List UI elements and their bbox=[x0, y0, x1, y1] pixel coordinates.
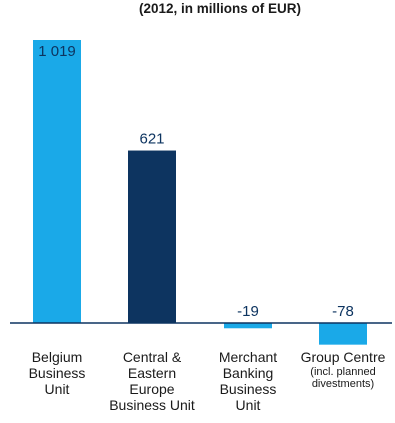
category-label-3-line-3: Business bbox=[220, 381, 277, 397]
chart-subtitle: (2012, in millions of EUR) bbox=[139, 1, 301, 16]
category-label-2-line-2: Eastern bbox=[128, 365, 176, 381]
category-note-4-line-2: divestments) bbox=[312, 378, 374, 390]
value-label-3: -19 bbox=[237, 303, 259, 320]
category-label-2-line-4: Business Unit bbox=[109, 397, 195, 413]
category-label-3-line-2: Banking bbox=[223, 365, 274, 381]
bar-4 bbox=[319, 323, 367, 345]
bar-1 bbox=[33, 40, 81, 323]
bars-group: 1 019 621 -19 -78 bbox=[33, 40, 367, 345]
value-label-2: 621 bbox=[139, 131, 164, 148]
category-label-1-line-2: Business bbox=[29, 365, 86, 381]
bar-3 bbox=[224, 323, 272, 329]
category-label-1-line-3: Unit bbox=[45, 381, 70, 397]
category-label-3-line-4: Unit bbox=[236, 397, 261, 413]
value-label-1: 1 019 bbox=[38, 43, 76, 60]
category-note-4-line-1: (incl. planned bbox=[310, 366, 375, 378]
category-label-2-line-1: Central & bbox=[123, 349, 182, 365]
category-label-2-line-3: Europe bbox=[129, 381, 174, 397]
value-label-4: -78 bbox=[332, 303, 354, 320]
category-label-1-line-1: Belgium bbox=[32, 349, 83, 365]
category-label-3-line-1: Merchant bbox=[219, 349, 277, 365]
bar-2 bbox=[128, 150, 176, 323]
category-label-4-line-1: Group Centre bbox=[301, 349, 386, 365]
